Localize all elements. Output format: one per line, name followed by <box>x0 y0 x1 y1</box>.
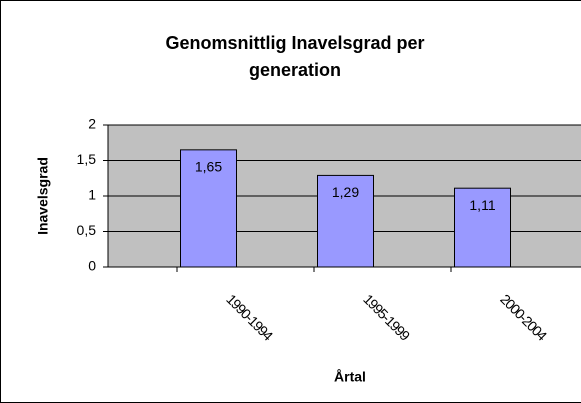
y-tick-label: 1 <box>88 187 96 203</box>
x-axis-label: Årtal <box>334 369 366 385</box>
y-tick-label: 2 <box>88 116 96 132</box>
chart-title: Genomsnittlig Inavelsgrad per generation <box>165 33 425 80</box>
data-label: 1,65 <box>195 159 222 175</box>
bar <box>317 174 374 268</box>
y-tick-label: 0 <box>88 258 96 274</box>
y-axis-label: Inavelsgrad <box>35 157 51 235</box>
x-tick-label: 2000-2004 <box>497 291 550 344</box>
data-label: 1,11 <box>469 197 495 213</box>
y-tick-label: 1,5 <box>77 151 97 167</box>
bar <box>454 187 511 268</box>
y-tick-label: 0,5 <box>77 222 97 238</box>
x-tick-label: 1995-1999 <box>360 291 413 344</box>
data-label: 1,29 <box>332 184 359 200</box>
x-tick-label: 1990-1994 <box>223 291 276 344</box>
bar <box>180 149 237 268</box>
